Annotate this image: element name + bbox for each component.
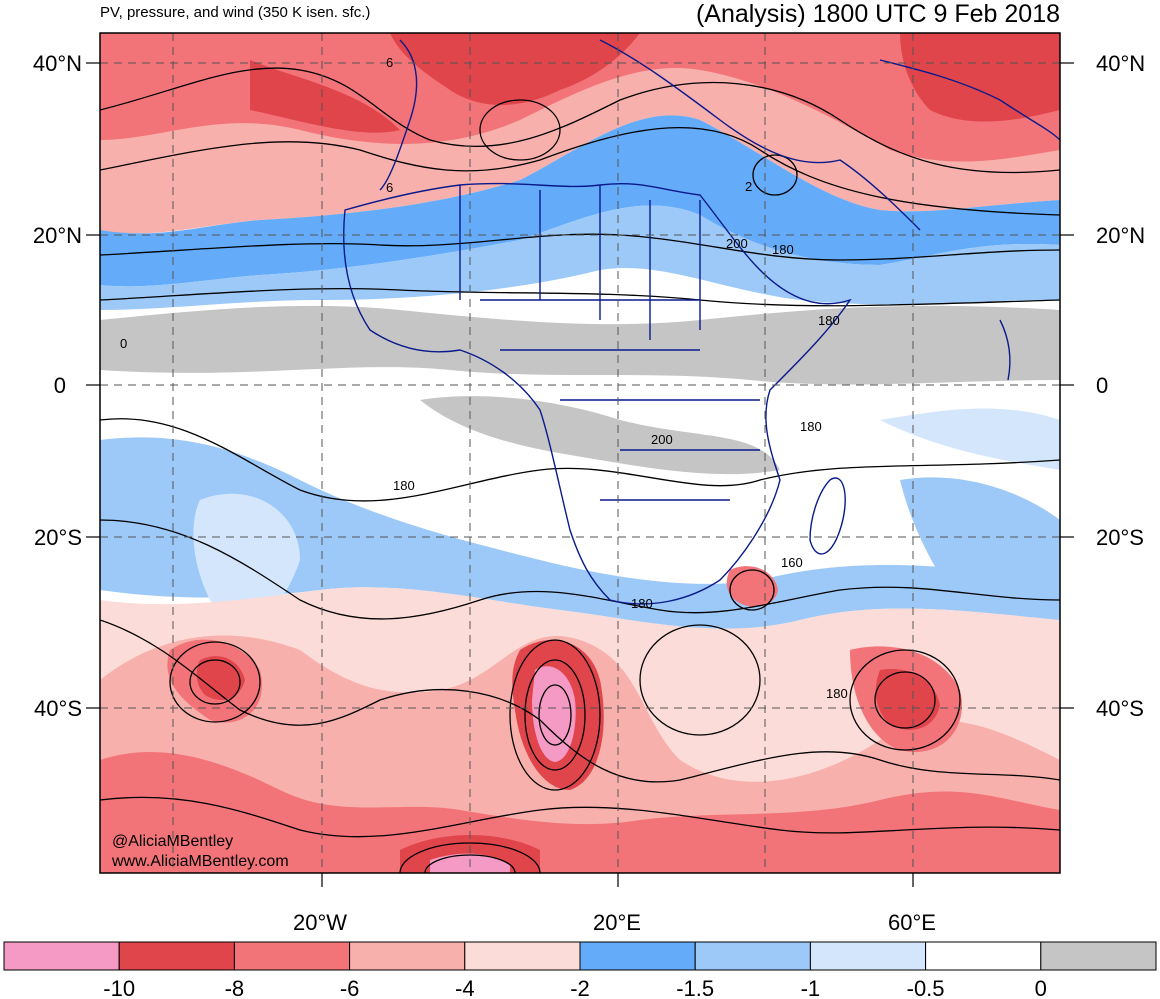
contour-label: 200 xyxy=(651,432,673,447)
map-title: (Analysis) 1800 UTC 9 Feb 2018 xyxy=(695,0,1060,28)
colorbar-swatch xyxy=(694,941,811,971)
lat-label-40n-left: 40°N xyxy=(33,51,82,76)
map-border xyxy=(99,32,1061,874)
contour-label: 180 xyxy=(800,419,822,434)
lat-label-40n-right: 40°N xyxy=(1096,51,1145,76)
colorbar-label: -0.5 xyxy=(907,976,945,999)
colorbar-swatch xyxy=(464,941,581,971)
colorbar-swatch xyxy=(1040,941,1157,971)
contour-label: 6 xyxy=(386,180,393,195)
contour-label: 160 xyxy=(781,555,803,570)
colorbar-label: -10 xyxy=(103,976,135,999)
lat-label-eq-right: 0 xyxy=(1096,373,1108,398)
contour-label: 6 xyxy=(386,55,393,70)
lon-label-20e: 20°E xyxy=(593,910,641,935)
colorbar-swatch xyxy=(925,941,1042,971)
contour-label: 180 xyxy=(393,478,415,493)
lat-label-eq-left: 0 xyxy=(54,373,66,398)
contour-label: 0 xyxy=(120,336,127,351)
colorbar-swatch xyxy=(809,941,927,971)
lat-label-20s-left: 20°S xyxy=(34,525,82,550)
lon-label-60e: 60°E xyxy=(888,910,936,935)
lat-label-40s-left: 40°S xyxy=(34,696,82,721)
pv-field xyxy=(100,33,1060,873)
contour-label: 180 xyxy=(772,242,794,257)
lon-label-20w: 20°W xyxy=(293,910,347,935)
contour-label: 180 xyxy=(826,686,848,701)
lat-label-40s-right: 40°S xyxy=(1096,696,1144,721)
contour-labels: 6 6 2 200 180 180 0 200 180 180 160 180 … xyxy=(120,55,848,701)
colorbar-label: -4 xyxy=(455,976,475,999)
axis-ticks xyxy=(86,62,1074,887)
colorbar-label: -1.5 xyxy=(676,976,714,999)
colorbar-swatch xyxy=(118,941,235,971)
credit-website: www.AliciaMBentley.com xyxy=(111,853,289,870)
lat-label-20s-right: 20°S xyxy=(1096,525,1144,550)
contour-label: 180 xyxy=(818,313,840,328)
pressure-contours xyxy=(100,67,1060,873)
colorbar-label: -2 xyxy=(570,976,590,999)
colorbar-swatch xyxy=(349,941,466,971)
lat-label-20n-right: 20°N xyxy=(1096,223,1145,248)
colorbar-label: 0 xyxy=(1035,976,1047,999)
colorbar-swatch xyxy=(233,941,351,971)
colorbar-label: -8 xyxy=(225,976,245,999)
colorbar-labels: -10 -8 -6 -4 -2 -1.5 -1 -0.5 0 xyxy=(103,976,1047,999)
colorbar-swatch xyxy=(579,941,696,971)
contour-label: 2 xyxy=(745,179,752,194)
lat-lon-grid xyxy=(100,33,1060,873)
contour-label: 180 xyxy=(631,596,653,611)
credit-handle: @AliciaMBentley xyxy=(112,833,233,850)
colorbar xyxy=(3,941,1157,971)
contour-label: 200 xyxy=(726,236,748,251)
lat-label-20n-left: 20°N xyxy=(33,223,82,248)
map-subtitle: PV, pressure, and wind (350 K isen. sfc.… xyxy=(100,4,371,21)
colorbar-swatch xyxy=(3,941,120,971)
colorbar-label: -1 xyxy=(801,976,821,999)
colorbar-label: -6 xyxy=(340,976,360,999)
country-borders xyxy=(343,39,1060,605)
